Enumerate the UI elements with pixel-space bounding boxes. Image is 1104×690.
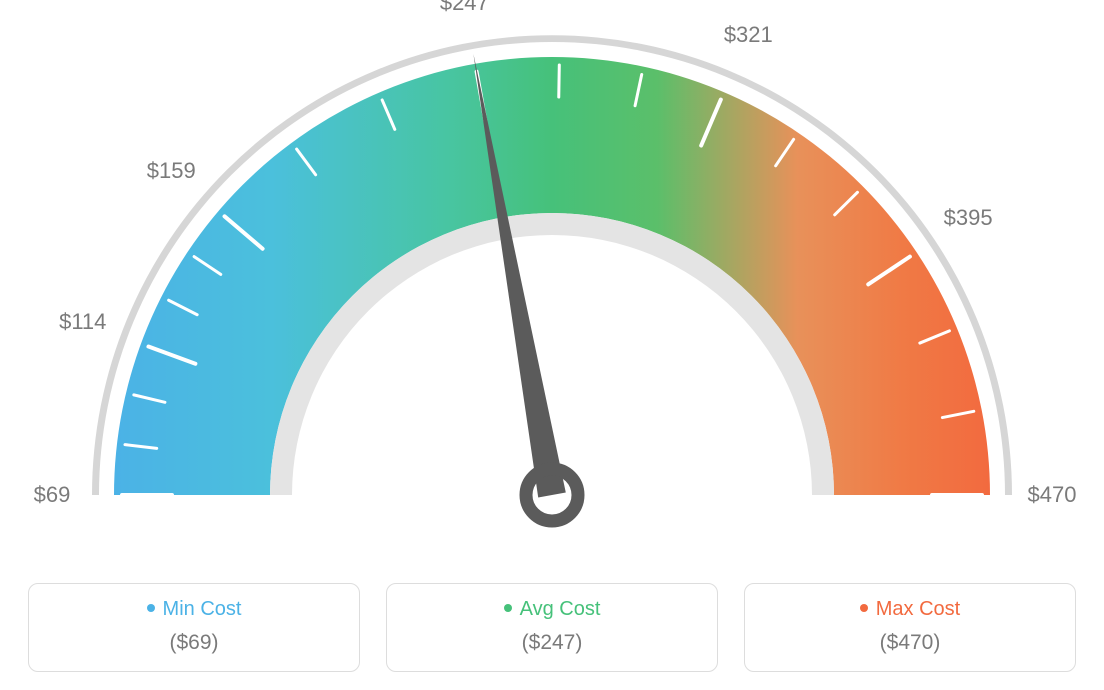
legend-title-text: Max Cost bbox=[876, 598, 960, 620]
min-cost-card: Min Cost ($69) bbox=[28, 583, 360, 672]
legend-dot-icon bbox=[504, 604, 512, 612]
max-cost-card: Max Cost ($470) bbox=[744, 583, 1076, 672]
gauge-tick-label: $114 bbox=[59, 309, 106, 335]
legend-title: Avg Cost bbox=[397, 598, 707, 621]
legend-title-text: Avg Cost bbox=[520, 598, 601, 620]
gauge-tick-label: $321 bbox=[724, 22, 773, 48]
legend-value: ($470) bbox=[755, 631, 1065, 655]
legend-dot-icon bbox=[860, 604, 868, 612]
legend-value: ($69) bbox=[39, 631, 349, 655]
legend-value: ($247) bbox=[397, 631, 707, 655]
cost-gauge: $69 $114 $159 $247 $321 $395 $470 bbox=[0, 0, 1104, 560]
gauge-tick-label: $159 bbox=[147, 158, 196, 184]
gauge-tick-label: $247 bbox=[440, 0, 489, 16]
gauge-tick-label: $470 bbox=[1028, 482, 1077, 508]
legend-dot-icon bbox=[147, 604, 155, 612]
legend-title: Max Cost bbox=[755, 598, 1065, 621]
legend-row: Min Cost ($69) Avg Cost ($247) Max Cost ($470… bbox=[0, 583, 1104, 672]
legend-title-text: Min Cost bbox=[163, 598, 242, 620]
gauge-tick-label: $69 bbox=[34, 482, 71, 508]
legend-title: Min Cost bbox=[39, 598, 349, 621]
gauge-svg bbox=[0, 0, 1104, 560]
avg-cost-card: Avg Cost ($247) bbox=[386, 583, 718, 672]
gauge-tick-label: $395 bbox=[944, 205, 993, 231]
